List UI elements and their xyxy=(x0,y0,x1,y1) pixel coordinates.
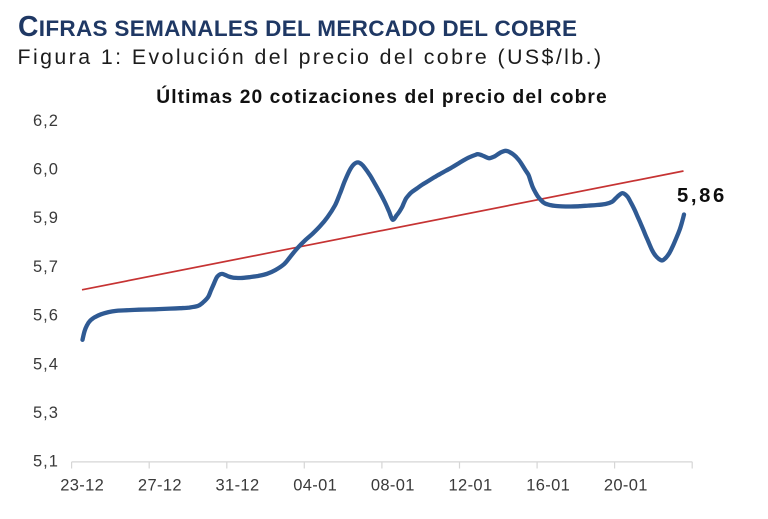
svg-text:6,2: 6,2 xyxy=(33,112,59,130)
svg-text:5,6: 5,6 xyxy=(33,307,59,325)
svg-text:5,86: 5,86 xyxy=(677,185,727,207)
svg-text:23-12: 23-12 xyxy=(60,477,104,495)
svg-text:5,4: 5,4 xyxy=(33,355,59,373)
svg-text:04-01: 04-01 xyxy=(293,477,337,495)
svg-text:12-01: 12-01 xyxy=(449,477,493,495)
svg-text:08-01: 08-01 xyxy=(371,477,415,495)
svg-text:Últimas 20 cotizaciones del pr: Últimas 20 cotizaciones del precio del c… xyxy=(156,86,607,108)
svg-text:5,3: 5,3 xyxy=(33,404,59,422)
svg-text:16-01: 16-01 xyxy=(526,477,570,495)
svg-text:5,9: 5,9 xyxy=(33,209,59,227)
svg-text:20-01: 20-01 xyxy=(604,477,648,495)
svg-text:5,7: 5,7 xyxy=(33,258,59,276)
svg-text:31-12: 31-12 xyxy=(216,477,260,495)
svg-text:6,0: 6,0 xyxy=(33,161,59,179)
svg-text:27-12: 27-12 xyxy=(138,477,182,495)
svg-text:5,1: 5,1 xyxy=(33,453,59,471)
